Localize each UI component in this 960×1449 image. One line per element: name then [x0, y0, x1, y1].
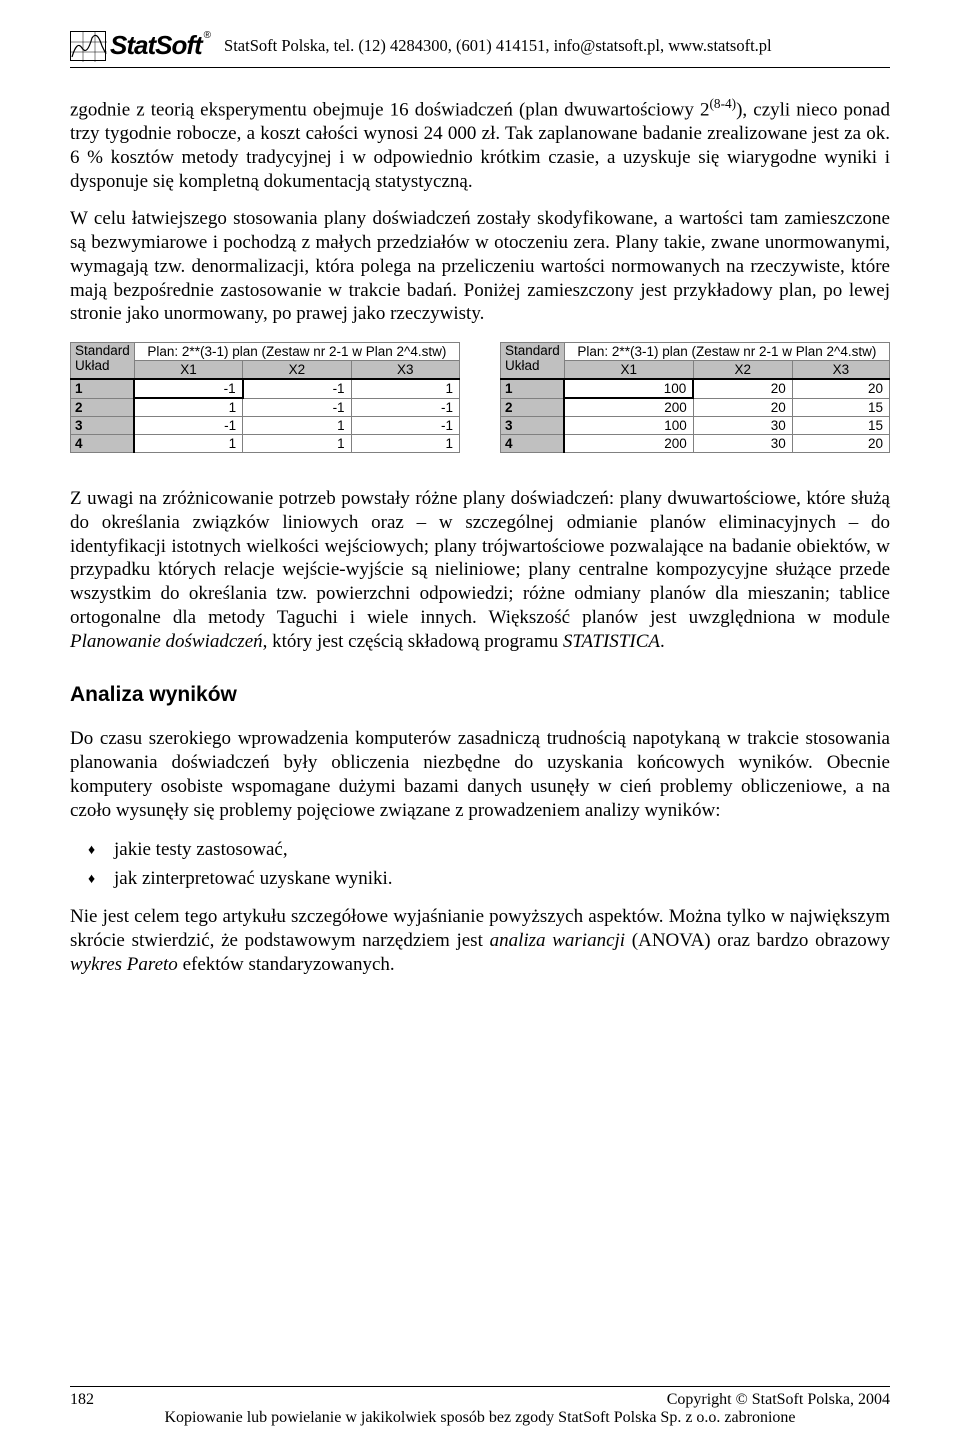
col-header: X2: [693, 361, 792, 380]
list-item: jakie testy zastosować,: [70, 836, 890, 865]
cell[interactable]: 15: [792, 417, 889, 435]
page-header: StatSoft® StatSoft Polska, tel. (12) 428…: [70, 30, 890, 68]
table-title: Plan: 2**(3-1) plan (Zestaw nr 2-1 w Pla…: [564, 343, 889, 361]
section-heading: Analiza wyników: [70, 683, 890, 707]
text-italic: wykres Pareto: [70, 954, 178, 975]
paragraph-5: Nie jest celem tego artykułu szczegółowe…: [70, 905, 890, 976]
table-row: 2 1 -1 -1: [71, 398, 460, 417]
cell[interactable]: 200: [564, 435, 693, 453]
corner-line1: Standard: [505, 343, 560, 358]
corner-line1: Standard: [75, 343, 130, 358]
row-header: 3: [71, 417, 135, 435]
text-run: efektów standaryzowanych.: [178, 954, 395, 975]
table-title: Plan: 2**(3-1) plan (Zestaw nr 2-1 w Pla…: [134, 343, 459, 361]
cell[interactable]: 1: [134, 398, 242, 417]
table-left: Standard Układ Plan: 2**(3-1) plan (Zest…: [70, 342, 460, 453]
col-header: X1: [564, 361, 693, 380]
col-header: X3: [792, 361, 889, 380]
cell[interactable]: -1: [351, 417, 459, 435]
table-corner: Standard Układ: [501, 343, 565, 380]
cell[interactable]: 20: [693, 398, 792, 417]
cell[interactable]: 15: [792, 398, 889, 417]
text-run: .: [660, 631, 665, 652]
row-header: 2: [501, 398, 565, 417]
table-row: 3 100 30 15: [501, 417, 890, 435]
cell[interactable]: 30: [693, 417, 792, 435]
bullet-list: jakie testy zastosować, jak zinterpretow…: [70, 836, 890, 893]
table-row: 4 200 30 20: [501, 435, 890, 453]
cell-selected[interactable]: 100: [564, 379, 693, 398]
col-header: X2: [243, 361, 351, 380]
cell[interactable]: -1: [351, 398, 459, 417]
table-row: 2 200 20 15: [501, 398, 890, 417]
text-italic: analiza wariancji: [490, 930, 626, 951]
cell[interactable]: 100: [564, 417, 693, 435]
cell[interactable]: 20: [693, 379, 792, 398]
row-header: 1: [71, 379, 135, 398]
paragraph-3: Z uwagi na zróżnicowanie potrzeb powstał…: [70, 487, 890, 653]
footer-copyright: Copyright © StatSoft Polska, 2004: [70, 1391, 890, 1409]
cell-selected[interactable]: -1: [134, 379, 242, 398]
paragraph-2: W celu łatwiejszego stosowania plany doś…: [70, 207, 890, 326]
header-contact-info: StatSoft Polska, tel. (12) 4284300, (601…: [224, 36, 772, 56]
list-item: jak zinterpretować uzyskane wyniki.: [70, 865, 890, 894]
row-header: 2: [71, 398, 135, 417]
cell[interactable]: 20: [792, 435, 889, 453]
document-page: StatSoft® StatSoft Polska, tel. (12) 428…: [0, 0, 960, 1449]
logo-graph-icon: [70, 31, 106, 61]
statsoft-logo: StatSoft®: [70, 30, 210, 61]
table-right: Standard Układ Plan: 2**(3-1) plan (Zest…: [500, 342, 890, 453]
col-header: X1: [134, 361, 242, 380]
text-run: Z uwagi na zróżnicowanie potrzeb powstał…: [70, 488, 890, 628]
text-italic: STATISTICA: [563, 631, 660, 652]
table-row: 3 -1 1 -1: [71, 417, 460, 435]
cell[interactable]: 1: [243, 435, 351, 453]
plan-table-real: Standard Układ Plan: 2**(3-1) plan (Zest…: [500, 342, 890, 453]
text-italic: Planowanie doświadczeń: [70, 631, 263, 652]
corner-line2: Układ: [505, 358, 540, 373]
page-footer: 182 Copyright © StatSoft Polska, 2004 Ko…: [70, 1386, 890, 1427]
table-corner: Standard Układ: [71, 343, 135, 380]
row-header: 1: [501, 379, 565, 398]
row-header: 4: [501, 435, 565, 453]
cell[interactable]: -1: [243, 379, 351, 398]
superscript: (8-4): [710, 96, 737, 111]
cell[interactable]: 1: [351, 379, 459, 398]
corner-line2: Układ: [75, 358, 110, 373]
cell[interactable]: 1: [243, 417, 351, 435]
cell[interactable]: 20: [792, 379, 889, 398]
table-row: 4 1 1 1: [71, 435, 460, 453]
paragraph-4: Do czasu szerokiego wprowadzenia kompute…: [70, 727, 890, 822]
cell[interactable]: 200: [564, 398, 693, 417]
paragraph-1: zgodnie z teorią eksperymentu obejmuje 1…: [70, 96, 890, 193]
row-header: 3: [501, 417, 565, 435]
logo-text: StatSoft®: [110, 30, 210, 61]
table-row: 1 -1 -1 1: [71, 379, 460, 398]
registered-mark: ®: [204, 30, 210, 41]
cell[interactable]: 30: [693, 435, 792, 453]
plan-table-normalized: Standard Układ Plan: 2**(3-1) plan (Zest…: [70, 342, 460, 453]
page-number: 182: [70, 1391, 94, 1409]
cell[interactable]: 1: [134, 435, 242, 453]
cell[interactable]: -1: [243, 398, 351, 417]
text-run: zgodnie z teorią eksperymentu obejmuje 1…: [70, 99, 710, 120]
cell[interactable]: 1: [351, 435, 459, 453]
plan-tables-row: Standard Układ Plan: 2**(3-1) plan (Zest…: [70, 342, 890, 453]
table-row: 1 100 20 20: [501, 379, 890, 398]
footer-notice: Kopiowanie lub powielanie w jakikolwiek …: [70, 1409, 890, 1427]
text-run: (ANOVA) oraz bardzo obrazowy: [625, 930, 890, 951]
cell[interactable]: -1: [134, 417, 242, 435]
row-header: 4: [71, 435, 135, 453]
col-header: X3: [351, 361, 459, 380]
text-run: , który jest częścią składową programu: [263, 631, 563, 652]
